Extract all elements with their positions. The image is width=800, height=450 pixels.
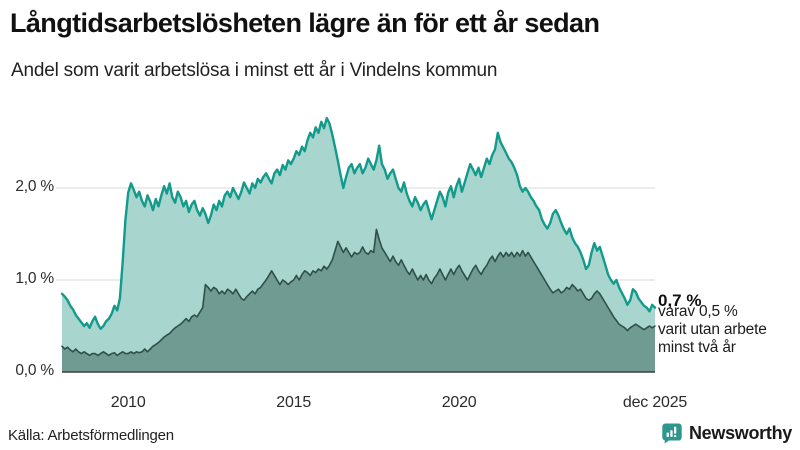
newsworthy-brand-name: Newsworthy xyxy=(688,422,792,443)
latest-value-label: 0,7 % xyxy=(658,291,702,310)
annotation-line-2: varit utan arbete xyxy=(658,321,767,338)
chart-subtitle: Andel som varit arbetslösa i minst ett å… xyxy=(11,60,498,81)
annotation-text: varav 0,5 % varit utan arbete minst två … xyxy=(658,303,800,357)
x-axis-label: 2020 xyxy=(441,394,477,411)
page-title: Långtidsarbetslösheten lägre än för ett … xyxy=(10,8,600,38)
x-axis-label: 2010 xyxy=(110,394,146,411)
y-axis-label: 1,0 % xyxy=(15,270,54,287)
source-credit: Källa: Arbetsförmedlingen xyxy=(8,427,174,444)
y-axis-label: 2,0 % xyxy=(15,178,54,195)
annotation-line-1: varav 0,5 % xyxy=(658,303,738,320)
newsworthy-bubble-icon xyxy=(662,423,682,444)
chart-canvas xyxy=(56,116,657,373)
x-axis-label: 2015 xyxy=(276,394,312,411)
x-axis-label: dec 2025 xyxy=(622,394,688,411)
newsworthy-logo[interactable]: Newsworthy xyxy=(661,422,792,444)
annotation-line-3: minst två år xyxy=(658,339,736,356)
y-axis-label: 0,0 % xyxy=(15,362,54,379)
